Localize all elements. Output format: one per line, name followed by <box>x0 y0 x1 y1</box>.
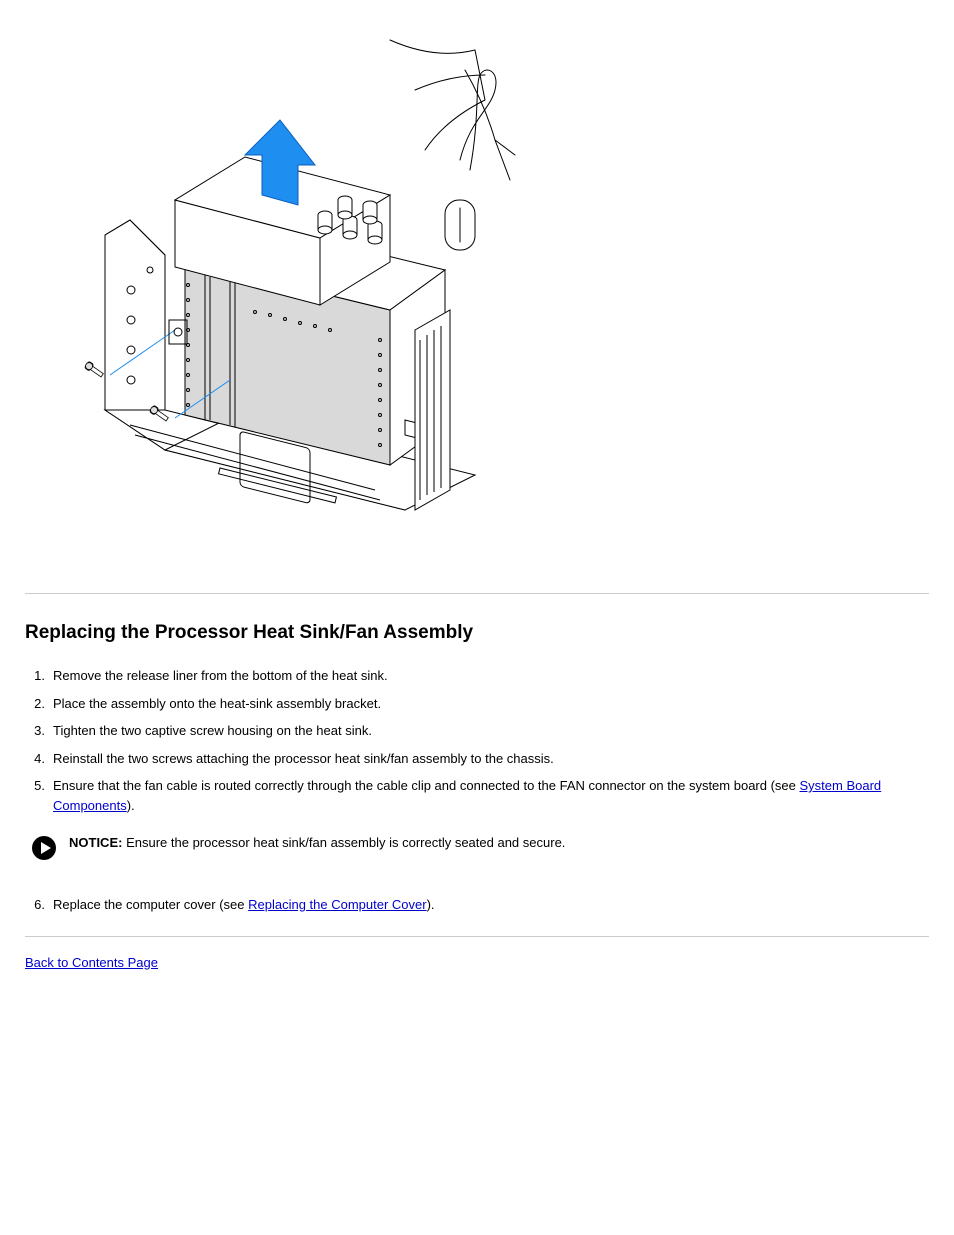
back-to-contents-link[interactable]: Back to Contents Page <box>25 955 158 970</box>
step-4: 4. Reinstall the two screws attaching th… <box>25 749 929 769</box>
step-6: 6. Replace the computer cover (see Repla… <box>25 895 929 915</box>
step-1: 1. Remove the release liner from the bot… <box>25 666 929 686</box>
divider <box>25 936 929 937</box>
replacing-computer-cover-link[interactable]: Replacing the Computer Cover <box>248 897 426 912</box>
section-heading: Replacing the Processor Heat Sink/Fan As… <box>25 622 929 644</box>
notice-body: Ensure the processor heat sink/fan assem… <box>126 835 565 850</box>
step-2: 2. Place the assembly onto the heat-sink… <box>25 694 929 714</box>
notice: NOTICE: Ensure the processor heat sink/f… <box>25 833 929 867</box>
heat-sink-figure <box>55 20 929 553</box>
notice-icon <box>31 835 57 867</box>
notice-label: NOTICE: <box>69 835 122 850</box>
divider <box>25 593 929 594</box>
step-3: 3. Tighten the two captive screw housing… <box>25 721 929 741</box>
step-5: 5. Ensure that the fan cable is routed c… <box>25 776 929 815</box>
